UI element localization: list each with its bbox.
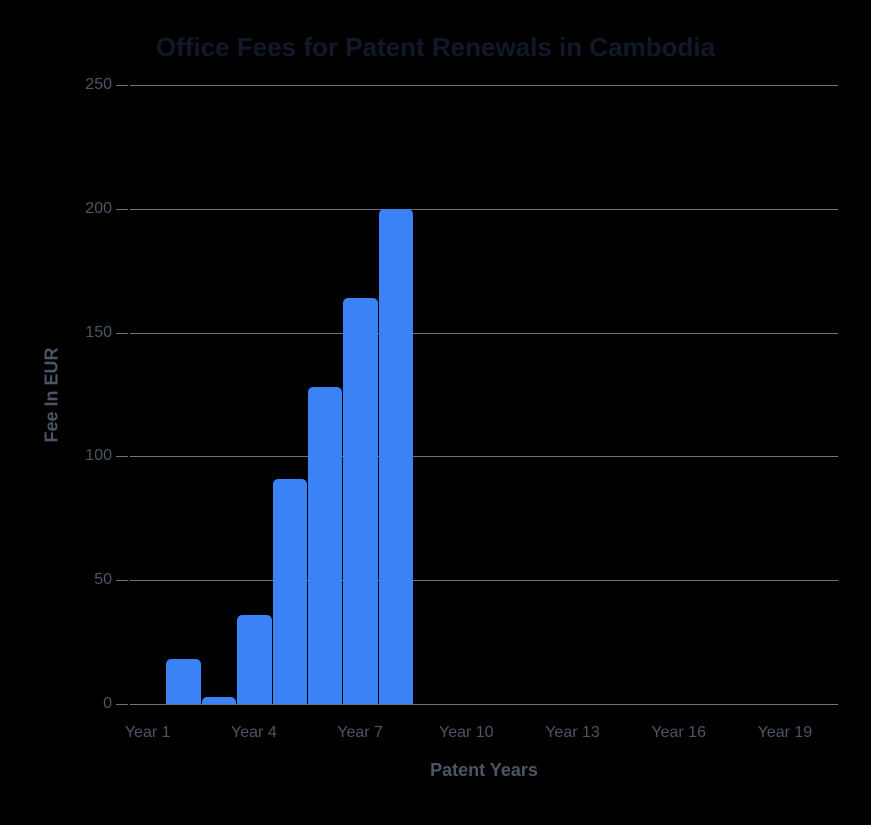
bar — [343, 298, 377, 704]
y-tick-label: 50 — [52, 571, 112, 589]
x-tick-label: Year 4 — [231, 724, 277, 742]
y-tick-label: 250 — [52, 76, 112, 94]
gridline — [130, 85, 838, 86]
y-tick-label: 200 — [52, 200, 112, 218]
gridline — [130, 704, 838, 705]
x-tick-label: Year 7 — [337, 724, 383, 742]
gridline — [130, 456, 838, 457]
y-tick-label: 150 — [52, 324, 112, 342]
gridline — [130, 209, 838, 210]
x-tick-label: Year 19 — [758, 724, 813, 742]
x-tick-label: Year 16 — [651, 724, 706, 742]
x-tick-label: Year 13 — [545, 724, 600, 742]
x-axis-title: Patent Years — [130, 760, 838, 781]
plot-area: 050100150200250Year 1Year 4Year 7Year 10… — [130, 85, 838, 704]
y-tick — [116, 580, 128, 581]
y-tick — [116, 333, 128, 334]
y-tick — [116, 209, 128, 210]
y-tick-label: 0 — [52, 695, 112, 713]
gridline — [130, 333, 838, 334]
y-tick — [116, 704, 128, 705]
gridline — [130, 580, 838, 581]
x-tick-label: Year 10 — [439, 724, 494, 742]
bar — [166, 659, 200, 704]
x-tick-label: Year 1 — [125, 724, 171, 742]
bar — [379, 209, 413, 704]
y-axis-title: Fee In EUR — [42, 347, 63, 442]
bar — [237, 615, 271, 704]
y-tick — [116, 456, 128, 457]
bar — [273, 479, 307, 704]
chart-title: Office Fees for Patent Renewals in Cambo… — [0, 32, 871, 63]
bar — [308, 387, 342, 704]
y-tick-label: 100 — [52, 447, 112, 465]
bar — [202, 697, 236, 704]
y-tick — [116, 85, 128, 86]
